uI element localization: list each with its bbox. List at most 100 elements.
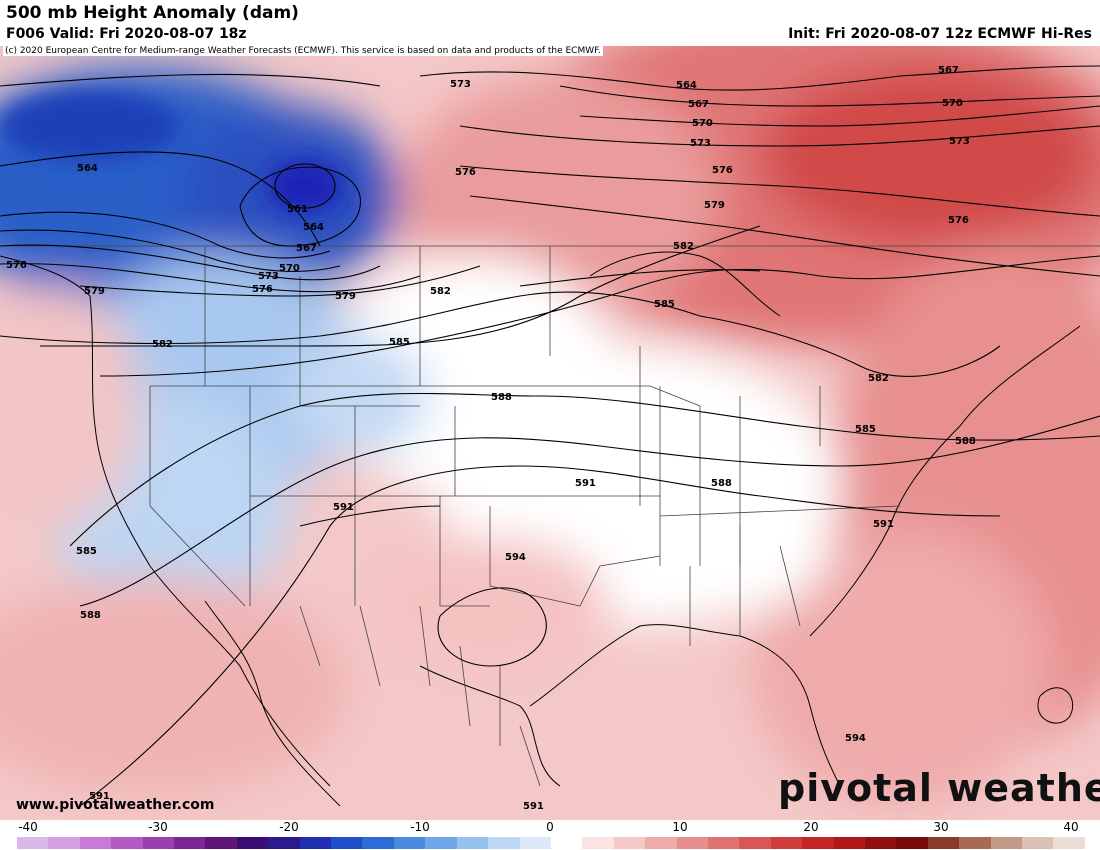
contour-label: 585	[389, 337, 410, 348]
colorbar-swatch	[456, 837, 489, 849]
contour-label: 576	[252, 284, 273, 295]
colorbar-tick: -40	[18, 820, 38, 834]
contour-labels: 564 564 564 567 567 567 570 570 570 573 …	[6, 65, 976, 812]
colorbar-swatch	[676, 837, 708, 849]
contour-label: 576	[712, 165, 733, 176]
colorbar-tick: 0	[546, 820, 554, 834]
colorbar-swatch	[362, 837, 394, 849]
colorbar-swatch	[299, 837, 332, 849]
colorbar-swatch	[268, 837, 300, 849]
colorbar-swatch	[896, 837, 928, 849]
colorbar-swatch	[142, 837, 175, 849]
contour-label: 567	[688, 99, 709, 110]
colorbar-swatch	[236, 837, 269, 849]
colorbar-tick: 10	[672, 820, 688, 834]
colorbar-tick: -10	[410, 820, 430, 834]
colorbar-tick: 30	[933, 820, 949, 834]
colorbar-swatch	[550, 837, 583, 849]
contour-label: 588	[711, 478, 732, 489]
colorbar-swatch	[739, 837, 771, 849]
colorbar-swatch	[205, 837, 237, 849]
contour-label: 579	[704, 200, 725, 211]
contour-label: 588	[491, 392, 512, 403]
copyright-notice: (c) 2020 European Centre for Medium-rang…	[3, 46, 603, 56]
contour-label: 576	[6, 260, 27, 271]
colorbar-swatch	[645, 837, 677, 849]
contour-label: 582	[152, 339, 173, 350]
colorbar-swatch	[959, 837, 991, 849]
contour-label: 564	[77, 163, 98, 174]
colorbar-swatch	[864, 837, 897, 849]
contour-label: 588	[955, 436, 976, 447]
contour-label: 582	[430, 286, 451, 297]
contour-label: 591	[523, 801, 544, 812]
website-link[interactable]: www.pivotalweather.com	[16, 797, 215, 813]
colorbar-tick: -20	[279, 820, 299, 834]
colorbar-swatch	[1053, 837, 1085, 849]
init-time: Init: Fri 2020-08-07 12z ECMWF Hi-Res	[788, 26, 1092, 42]
colorbar-swatch	[79, 837, 112, 849]
height-contours	[0, 65, 1100, 807]
contour-label: 573	[450, 79, 471, 90]
contour-label: 564	[303, 222, 324, 233]
contour-label: 567	[296, 243, 317, 254]
map-title: 500 mb Height Anomaly (dam)	[6, 3, 299, 23]
colorbar-ticks: -40 -30 -20 -10 0 10 20 30 40	[0, 820, 1100, 836]
header: 500 mb Height Anomaly (dam) F006 Valid: …	[0, 0, 1100, 46]
contour-label: 570	[942, 98, 963, 109]
colorbar-swatch	[582, 837, 614, 849]
colorbar-strip	[17, 837, 1085, 849]
contour-label: 579	[84, 286, 105, 297]
colorbar-tick: 40	[1063, 820, 1079, 834]
colorbar-swatch	[770, 837, 803, 849]
contour-label: 585	[76, 546, 97, 557]
colorbar-tick: -30	[148, 820, 168, 834]
colorbar-swatch	[990, 837, 1022, 849]
valid-time: F006 Valid: Fri 2020-08-07 18z	[6, 26, 247, 42]
contour-label: 588	[80, 610, 101, 621]
contour-label: 582	[868, 373, 889, 384]
contour-label: 591	[89, 791, 110, 802]
colorbar-swatch	[613, 837, 646, 849]
contour-label: 585	[855, 424, 876, 435]
contour-label: 570	[279, 263, 300, 274]
colorbar: -40 -30 -20 -10 0 10 20 30 40	[0, 820, 1100, 850]
contour-label: 576	[948, 215, 969, 226]
contour-label: 591	[333, 502, 354, 513]
colorbar-swatch	[927, 837, 960, 849]
contour-label: 564	[676, 80, 697, 91]
contour-label: 573	[949, 136, 970, 147]
contour-label: 567	[938, 65, 959, 76]
contour-label: 591	[873, 519, 894, 530]
state-borders	[0, 245, 1100, 787]
contour-label: 570	[692, 118, 713, 129]
colorbar-swatch	[1022, 837, 1054, 849]
contour-label: 573	[690, 138, 711, 149]
colorbar-tick: 20	[803, 820, 819, 834]
anomaly-field	[0, 46, 1100, 806]
colorbar-swatch	[833, 837, 865, 849]
colorbar-swatch	[802, 837, 834, 849]
colorbar-swatch	[519, 837, 551, 849]
map-canvas[interactable]: 564 564 564 567 567 567 570 570 570 573 …	[0, 46, 1100, 820]
contour-label: 561	[287, 204, 308, 215]
contour-label: 579	[335, 291, 356, 302]
contour-label: 582	[673, 241, 694, 252]
colorbar-swatch	[393, 837, 426, 849]
colorbar-swatch	[174, 837, 206, 849]
colorbar-swatch	[488, 837, 520, 849]
contour-label: 594	[845, 733, 866, 744]
contour-label: 594	[505, 552, 526, 563]
map-panel[interactable]: 564 564 564 567 567 567 570 570 570 573 …	[0, 46, 1100, 820]
colorbar-swatch	[425, 837, 457, 849]
colorbar-swatch	[48, 837, 80, 849]
brand-logo: pivotal weather	[778, 766, 1100, 810]
contour-label: 585	[654, 299, 675, 310]
colorbar-swatch	[17, 837, 49, 849]
colorbar-swatch	[111, 837, 143, 849]
colorbar-swatch	[707, 837, 740, 849]
contour-label: 573	[258, 271, 279, 282]
colorbar-swatch	[331, 837, 363, 849]
contour-label: 576	[455, 167, 476, 178]
contour-label: 591	[575, 478, 596, 489]
